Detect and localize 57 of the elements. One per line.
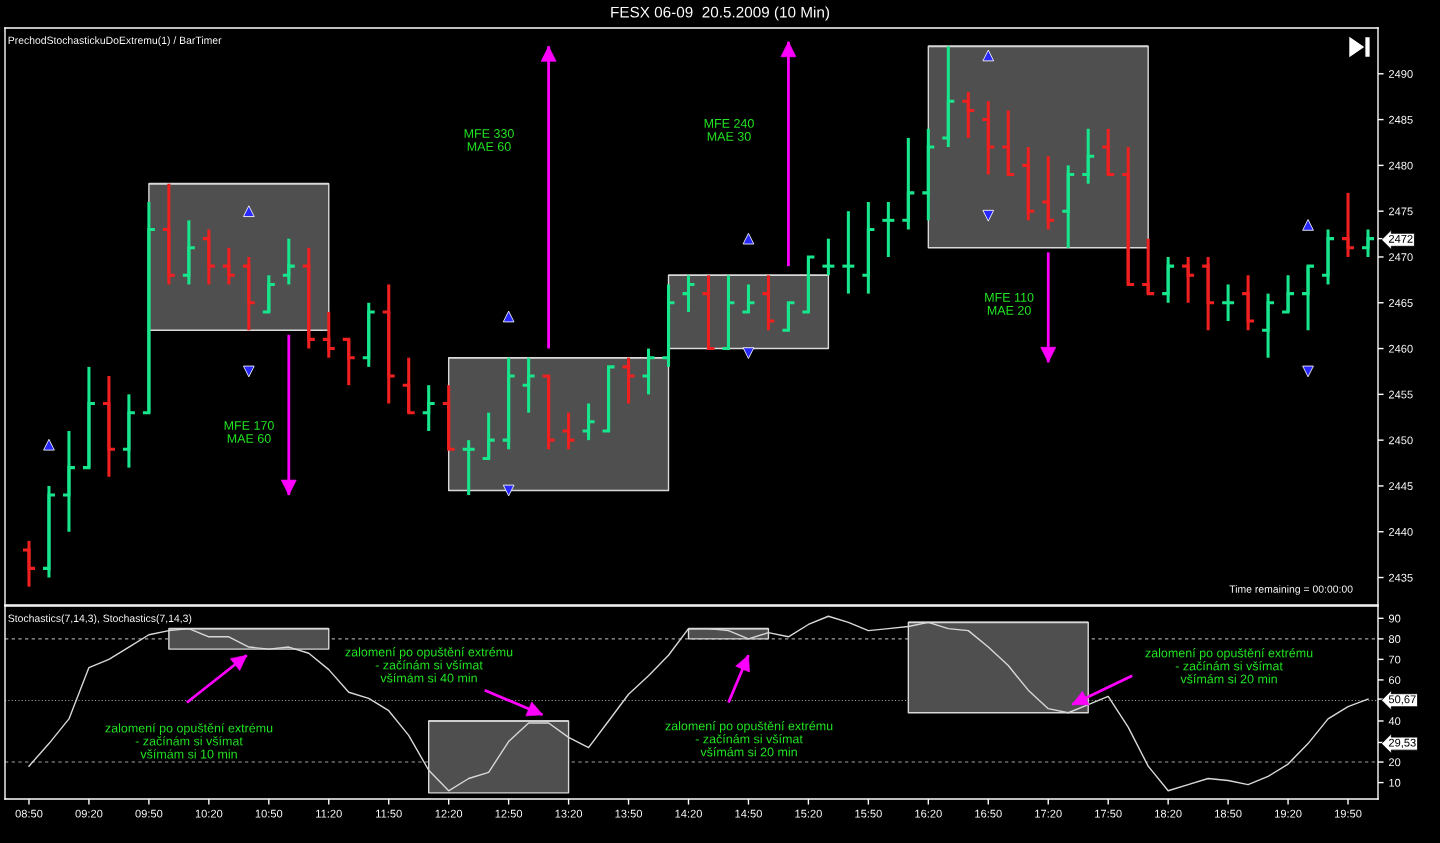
annotation: MFE 110 MAE 20 (985, 292, 1034, 315)
y-tick-label: 50,67 (1388, 695, 1416, 705)
x-tick-label: 12:50 (495, 809, 523, 818)
y-tick-label: 20 (1388, 758, 1401, 767)
x-tick-label: 14:50 (735, 809, 762, 818)
annotation: Time remaining = 00:00:00 (1229, 585, 1353, 595)
x-tick-label: 09:50 (135, 809, 163, 818)
x-tick-label: 13:50 (615, 809, 643, 818)
y-tick-label: 2455 (1388, 390, 1413, 399)
annotation: zalomení po opuštění extrému - začínám si všímat všímám si 20 min (1145, 648, 1313, 684)
x-tick-label: 18:50 (1215, 809, 1242, 818)
chart-title: FESX 06-09 20.5.2009 (10 Min) (611, 6, 830, 21)
x-tick-label: 15:20 (795, 809, 822, 818)
y-tick-label: 40 (1388, 717, 1401, 726)
x-tick-label: 18:20 (1155, 809, 1182, 818)
annotation: MFE 170 MAE 60 (224, 421, 274, 443)
y-tick-label: 2460 (1388, 344, 1413, 353)
y-tick-label: 60 (1388, 676, 1401, 685)
y-tick-label: 2435 (1388, 573, 1413, 582)
y-tick-label: 2445 (1388, 482, 1413, 491)
x-tick-label: 11:20 (316, 809, 342, 818)
text: PrechodStochastickuDoExtremu(1) / BarTimer (8, 36, 222, 47)
x-tick-label: 10:50 (255, 809, 283, 818)
x-tick-label: 10:20 (195, 809, 223, 818)
y-tick-label: 2480 (1388, 161, 1413, 170)
y-tick-label: 10 (1389, 778, 1401, 787)
x-tick-label: 17:20 (1035, 809, 1062, 818)
y-tick-label: 2440 (1388, 528, 1413, 536)
y-tick-label: 2450 (1388, 436, 1413, 445)
x-tick-label: 12:20 (435, 809, 463, 818)
x-tick-label: 13:20 (555, 809, 583, 818)
y-tick-label: 90 (1388, 614, 1401, 623)
y-tick-label: 2490 (1388, 70, 1413, 78)
y-tick-label: 70 (1388, 655, 1401, 664)
y-tick-label: 2475 (1388, 207, 1413, 216)
x-tick-label: 15:50 (855, 809, 882, 818)
x-tick-label: 16:50 (975, 809, 1002, 818)
y-tick-label: 2485 (1388, 115, 1413, 124)
x-tick-label: 11:50 (376, 809, 402, 818)
y-tick-label: 2470 (1388, 253, 1413, 262)
x-tick-label: 09:20 (75, 809, 103, 818)
y-tick-label: 2472 (1388, 234, 1413, 243)
y-tick-label: 29,53 (1388, 738, 1416, 748)
annotation: MFE 240 MAE 30 (704, 118, 754, 141)
x-tick-label: 17:50 (1095, 809, 1122, 818)
y-tick-label: 80 (1388, 635, 1401, 643)
annotation: zalomení po opuštění extrému - začínám si všímat všímám si 20 min (665, 721, 833, 757)
text: Stochastics(7,14,3), Stochastics(7,14,3) (8, 614, 192, 625)
x-tick-label: 19:50 (1334, 809, 1362, 818)
x-tick-label: 16:20 (915, 809, 942, 818)
x-tick-label: 08:50 (15, 809, 43, 818)
annotation: zalomení po opuštění extrému - začínám si všímat všímám si 40 min (345, 647, 513, 683)
y-tick-label: 2465 (1388, 299, 1413, 307)
x-tick-label: 19:20 (1275, 809, 1302, 818)
annotation: MFE 330 MAE 60 (464, 129, 514, 151)
annotation: zalomení po opuštění extrému - začínám si všímat všímám si 10 min (105, 723, 273, 759)
x-tick-label: 14:20 (675, 809, 702, 818)
